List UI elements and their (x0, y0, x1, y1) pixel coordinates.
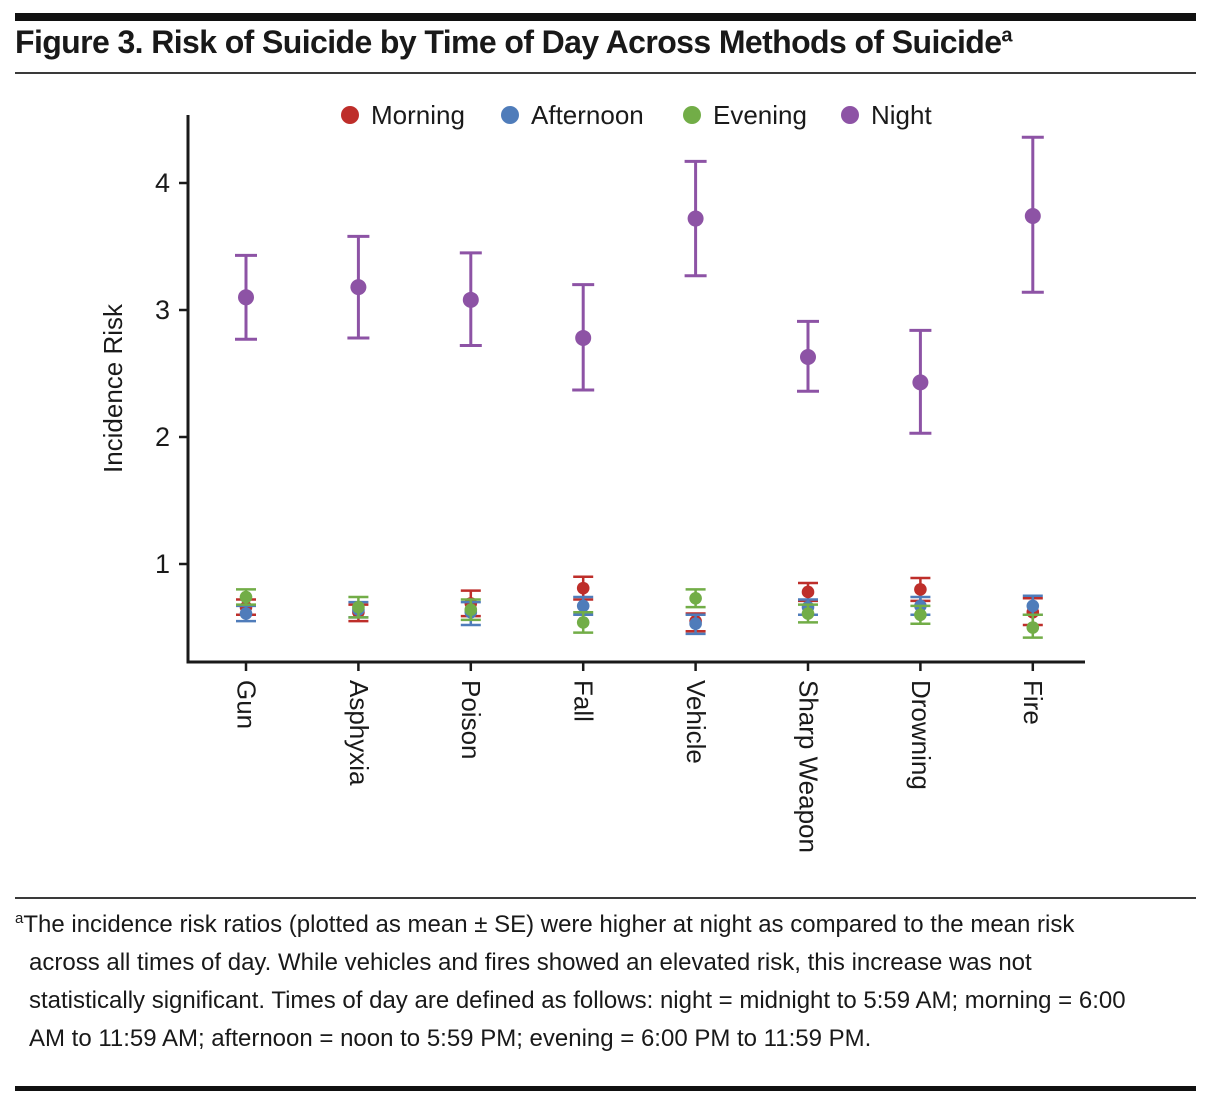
x-tick-label-sharp-weapon: Sharp Weapon (793, 680, 823, 853)
point-morning-fall (576, 581, 590, 595)
legend-swatch-evening-icon (683, 106, 701, 124)
y-tick-label: 4 (155, 168, 170, 198)
x-tick-label-asphyxia: Asphyxia (344, 680, 374, 786)
x-tick-label-fire: Fire (1018, 680, 1048, 725)
y-tick-label: 3 (155, 295, 170, 325)
y-axis-label: Incidence Risk (98, 303, 128, 473)
x-tick-label-vehicle: Vehicle (681, 680, 711, 764)
footnote: aThe incidence risk ratios (plotted as m… (15, 906, 1149, 1058)
point-afternoon-vehicle (689, 617, 702, 630)
x-tick-label-drowning: Drowning (906, 680, 936, 790)
point-afternoon-fire (1026, 599, 1040, 613)
point-night-vehicle (687, 210, 704, 227)
point-afternoon-gun (239, 607, 253, 620)
x-tick-label-poison: Poison (456, 680, 486, 760)
legend-label-morning: Morning (371, 100, 465, 130)
point-morning-sharp-weapon (801, 585, 815, 599)
point-night-poison (462, 291, 479, 308)
point-night-gun (238, 289, 254, 306)
point-afternoon-fall (576, 599, 590, 613)
x-tick-label-fall: Fall (569, 680, 599, 722)
risk-chart: Morning Afternoon Evening Night 1 2 3 4 Incidenc… (0, 85, 1211, 895)
footnote-superscript: a (15, 910, 24, 927)
point-evening-poison (464, 603, 478, 617)
point-night-fire (1024, 208, 1041, 225)
point-night-fall (575, 329, 592, 346)
point-evening-fall (576, 616, 590, 629)
legend-label-night: Night (871, 100, 932, 130)
point-morning-drowning (914, 583, 927, 596)
point-evening-vehicle (689, 591, 702, 605)
legend-label-evening: Evening (713, 100, 807, 130)
point-night-drowning (912, 374, 929, 391)
top-rule (15, 13, 1196, 21)
x-tick-label-gun: Gun (231, 680, 261, 729)
legend-swatch-night-icon (841, 106, 859, 124)
y-tick-label: 2 (155, 422, 170, 452)
point-evening-sharp-weapon (801, 607, 815, 620)
legend-label-afternoon: Afternoon (531, 100, 644, 130)
point-evening-drowning (914, 608, 927, 622)
footnote-text: The incidence risk ratios (plotted as me… (23, 911, 1126, 1052)
y-tick-label: 1 (155, 549, 170, 579)
bottom-rule (15, 1086, 1196, 1091)
point-night-sharp-weapon (800, 348, 816, 365)
legend-swatch-afternoon-icon (501, 106, 519, 124)
risk-chart-svg: Morning Afternoon Evening Night 1 2 3 4 Incidenc… (98, 100, 1085, 853)
footnote-divider (15, 897, 1196, 899)
point-evening-fire (1026, 621, 1040, 634)
legend-swatch-morning-icon (341, 106, 359, 124)
figure-title-text: Figure 3. Risk of Suicide by Time of Day… (15, 24, 1002, 60)
page-title: Figure 3. Risk of Suicide by Time of Day… (15, 24, 1013, 61)
title-divider (15, 72, 1196, 74)
point-night-asphyxia (350, 279, 367, 296)
figure-title-superscript: a (1001, 24, 1012, 47)
point-evening-gun (239, 590, 253, 604)
point-evening-asphyxia (352, 600, 365, 614)
